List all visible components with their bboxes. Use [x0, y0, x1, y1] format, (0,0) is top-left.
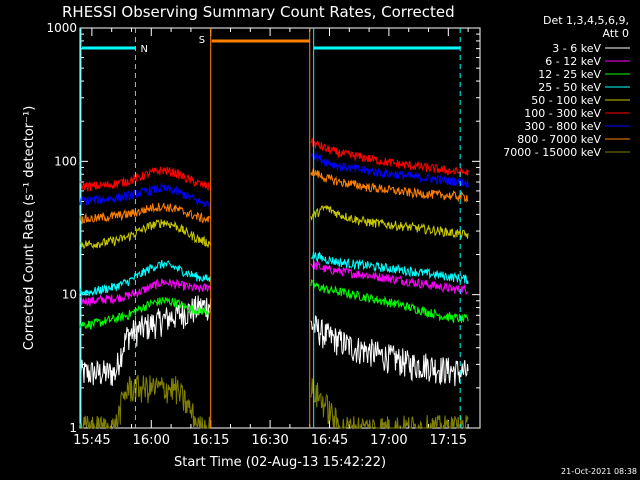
- y-tick-label: 10: [62, 288, 77, 302]
- y-axis-label: Corrected Count Rate (s⁻¹ detector⁻¹): [22, 106, 37, 351]
- legend-label: 7000 - 15000 keV: [503, 146, 601, 159]
- series-300-800-keV: [79, 152, 469, 211]
- legend-subtitle: Att 0: [603, 27, 629, 40]
- series-line: [310, 315, 469, 387]
- legend-label: 100 - 300 keV: [524, 107, 601, 120]
- series-7000-15000-keV: [79, 374, 469, 430]
- legend-title: Det 1,3,4,5,6,9,: [543, 14, 629, 27]
- series-50-100-keV: [79, 204, 469, 250]
- plot-area: 1 10 100 1000 15:45 16:00 16:15 16:30 16:45 17:00…: [46, 21, 481, 448]
- legend-label: 12 - 25 keV: [538, 68, 601, 81]
- x-tick-label: 16:30: [251, 433, 288, 448]
- saa-marker: S: [199, 35, 205, 46]
- x-tick-label: 15:45: [73, 433, 110, 448]
- x-tick-label: 17:15: [430, 433, 467, 448]
- legend-label: 6 - 12 keV: [545, 55, 601, 68]
- chart-title: RHESSI Observing Summary Count Rates, Co…: [62, 3, 455, 21]
- x-tick-label: 17:00: [370, 433, 407, 448]
- x-tick-label: 16:45: [311, 433, 348, 448]
- series-6-12-keV: [79, 261, 469, 308]
- series-line: [79, 219, 212, 250]
- series-line: [79, 374, 212, 430]
- legend-label: 3 - 6 keV: [552, 42, 601, 55]
- x-tick-label: 16:15: [192, 433, 229, 448]
- series-12-25-keV: [79, 279, 469, 330]
- series-line: [310, 279, 469, 324]
- y-tick-label: 1: [69, 421, 77, 435]
- series-line: [79, 166, 212, 193]
- series-25-50-keV: [79, 251, 469, 296]
- legend-label: 800 - 7000 keV: [517, 133, 601, 146]
- series-line: [79, 259, 212, 296]
- series-line: [310, 251, 469, 284]
- series-line: [79, 278, 212, 308]
- series-line: [310, 152, 469, 189]
- series-line: [79, 296, 212, 330]
- series-line: [310, 378, 469, 430]
- night-marker: N: [140, 44, 147, 55]
- series-line: [310, 137, 469, 177]
- series-100-300-keV: [79, 137, 469, 193]
- series-line: [79, 295, 212, 386]
- series-line: [310, 168, 469, 203]
- legend-label: 25 - 50 keV: [538, 81, 601, 94]
- x-tick-label: 16:00: [133, 433, 170, 448]
- legend-label: 50 - 100 keV: [531, 94, 601, 107]
- y-tick-label: 1000: [46, 21, 77, 35]
- series-3-6-keV: [79, 295, 469, 387]
- plot-frame: [79, 27, 481, 429]
- series-line: [79, 202, 212, 225]
- series-line: [79, 182, 212, 211]
- y-tick-label: 100: [54, 154, 77, 168]
- series-800-7000-keV: [79, 168, 469, 225]
- series-line: [310, 261, 469, 296]
- x-axis-label: Start Time (02-Aug-13 15:42:22): [174, 455, 386, 470]
- series-line: [310, 204, 469, 240]
- footer-date: 21-Oct-2021 08:38: [561, 467, 637, 476]
- legend-label: 300 - 800 keV: [524, 120, 601, 133]
